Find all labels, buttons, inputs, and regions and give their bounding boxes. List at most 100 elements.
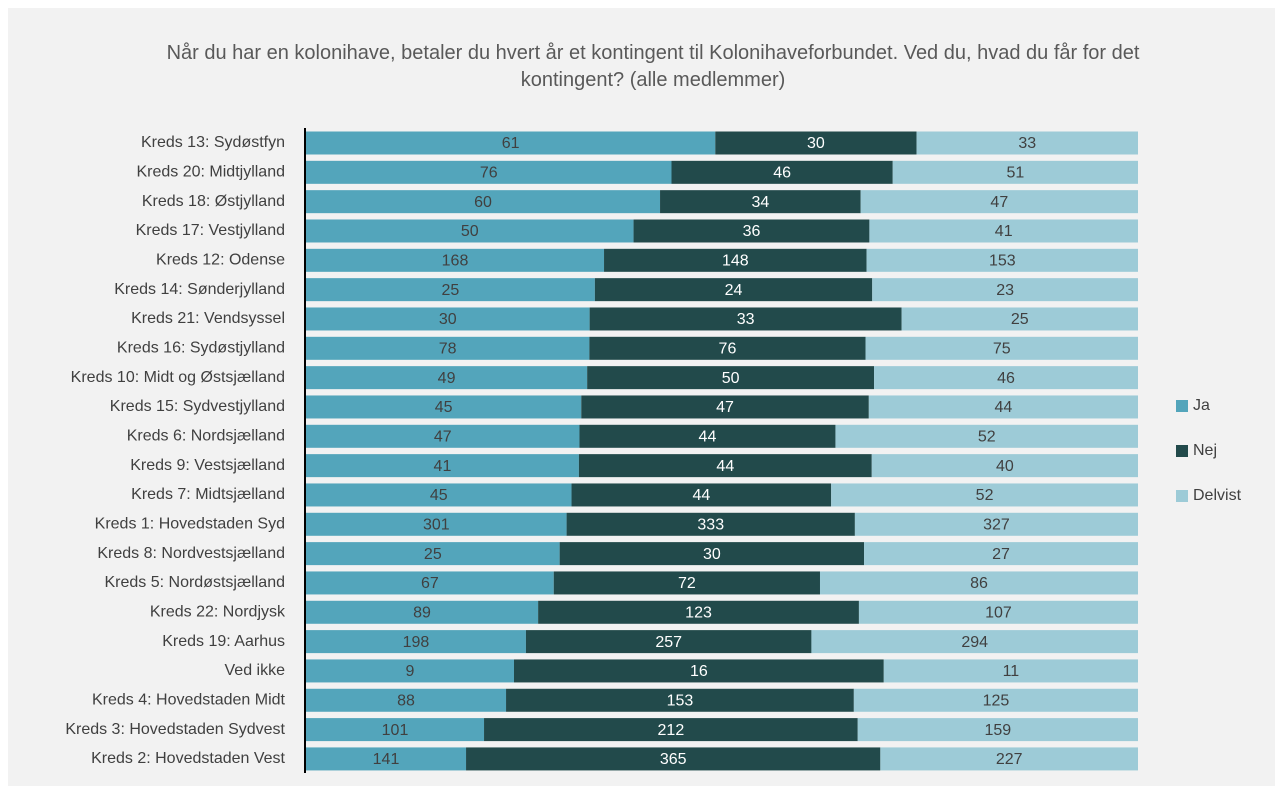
bar-segment: [306, 659, 514, 683]
category-label: Kreds 15: Sydvestjylland: [110, 398, 285, 415]
data-label: 212: [658, 722, 685, 739]
bar-segment: [860, 190, 1138, 214]
category-label: Kreds 21: Vendsyssel: [131, 310, 285, 327]
category-label: Ved ikke: [225, 662, 286, 679]
category-label: Kreds 6: Nordsjælland: [127, 428, 285, 445]
bar-segment: [306, 366, 588, 390]
data-label: 41: [995, 223, 1013, 240]
bar-segment: [660, 190, 861, 214]
data-label: 45: [435, 399, 453, 416]
data-label: 40: [996, 458, 1014, 475]
category-label: Kreds 13: Sydøstfyn: [141, 134, 285, 151]
data-label: 30: [807, 135, 825, 152]
category-label: Kreds 12: Odense: [156, 252, 285, 269]
bar-segment: [581, 395, 869, 419]
data-label: 159: [985, 722, 1012, 739]
bar-segment: [306, 454, 579, 478]
data-label: 36: [743, 223, 761, 240]
bar-segment: [864, 542, 1138, 566]
data-label: 33: [737, 311, 755, 328]
data-label: 61: [502, 135, 520, 152]
bar-segment: [892, 160, 1138, 184]
bar-segment: [306, 395, 582, 419]
bar-segment: [306, 190, 661, 214]
bar-segment: [578, 454, 872, 478]
data-label: 25: [442, 282, 460, 299]
data-label: 47: [434, 429, 452, 446]
data-label: 333: [697, 517, 724, 534]
bar-segment: [306, 542, 560, 566]
bar-segment: [901, 307, 1138, 331]
bar-segment: [538, 600, 859, 624]
bar-segment: [589, 336, 866, 360]
data-label: 52: [976, 487, 994, 504]
data-label: 123: [685, 604, 712, 621]
bar-segment: [811, 630, 1138, 654]
data-label: 46: [997, 370, 1015, 387]
bar-segment: [306, 278, 595, 302]
bar-segment: [306, 688, 507, 712]
data-label: 33: [1018, 135, 1036, 152]
bar-segment: [594, 278, 873, 302]
data-label: 257: [655, 634, 682, 651]
category-label: Kreds 17: Vestjylland: [136, 222, 285, 239]
category-label: Kreds 2: Hovedstaden Vest: [91, 750, 285, 767]
bar-segment: [865, 336, 1138, 360]
bar-segment: [553, 571, 820, 595]
bar-segment: [633, 219, 870, 243]
data-label: 78: [439, 341, 457, 358]
bar-segment: [466, 747, 881, 771]
category-label: Kreds 8: Nordvestsjælland: [97, 545, 285, 562]
bar-segment: [916, 131, 1138, 155]
data-label: 44: [699, 429, 717, 446]
category-label: Kreds 20: Midtjylland: [136, 164, 285, 181]
bar-segment: [869, 219, 1138, 243]
data-label: 125: [983, 692, 1010, 709]
data-label: 52: [978, 429, 996, 446]
data-label: 44: [995, 399, 1013, 416]
data-label: 30: [703, 546, 721, 563]
bar-segment: [854, 512, 1138, 536]
category-label: Kreds 1: Hovedstaden Syd: [95, 516, 285, 533]
data-label: 294: [961, 634, 988, 651]
bar-segment: [819, 571, 1138, 595]
data-label: 107: [985, 604, 1012, 621]
bar-segment: [306, 219, 634, 243]
data-label: 227: [996, 751, 1023, 768]
bar-segment: [306, 424, 580, 448]
data-label: 34: [751, 194, 769, 211]
category-label: Kreds 19: Aarhus: [162, 633, 285, 650]
bar-segment: [306, 336, 590, 360]
data-label: 47: [990, 194, 1008, 211]
data-label: 25: [424, 546, 442, 563]
category-label: Kreds 7: Midtsjælland: [131, 486, 285, 503]
bar-segment: [306, 307, 590, 331]
category-label: Kreds 10: Midt og Østsjælland: [71, 369, 285, 386]
category-label: Kreds 18: Østjylland: [142, 193, 285, 210]
data-label: 47: [716, 399, 734, 416]
bar-segment: [306, 718, 485, 742]
category-label: Kreds 9: Vestsjælland: [130, 457, 285, 474]
bar-segment: [306, 131, 716, 155]
data-label: 60: [474, 194, 492, 211]
legend-swatch: [1176, 400, 1188, 412]
data-label: 198: [403, 634, 430, 651]
bar-segment: [589, 307, 902, 331]
bar-segment: [857, 718, 1138, 742]
bar-segment: [715, 131, 917, 155]
data-label: 301: [423, 517, 450, 534]
bar-segment: [566, 512, 855, 536]
data-label: 49: [438, 370, 456, 387]
data-label: 45: [430, 487, 448, 504]
data-label: 25: [1011, 311, 1029, 328]
data-label: 75: [993, 341, 1011, 358]
data-label: 27: [992, 546, 1010, 563]
data-label: 41: [434, 458, 452, 475]
bar-segment: [571, 483, 832, 507]
bar-segment: [835, 424, 1138, 448]
data-label: 16: [690, 663, 708, 680]
data-label: 76: [480, 165, 498, 182]
legend-label: Nej: [1193, 442, 1217, 459]
